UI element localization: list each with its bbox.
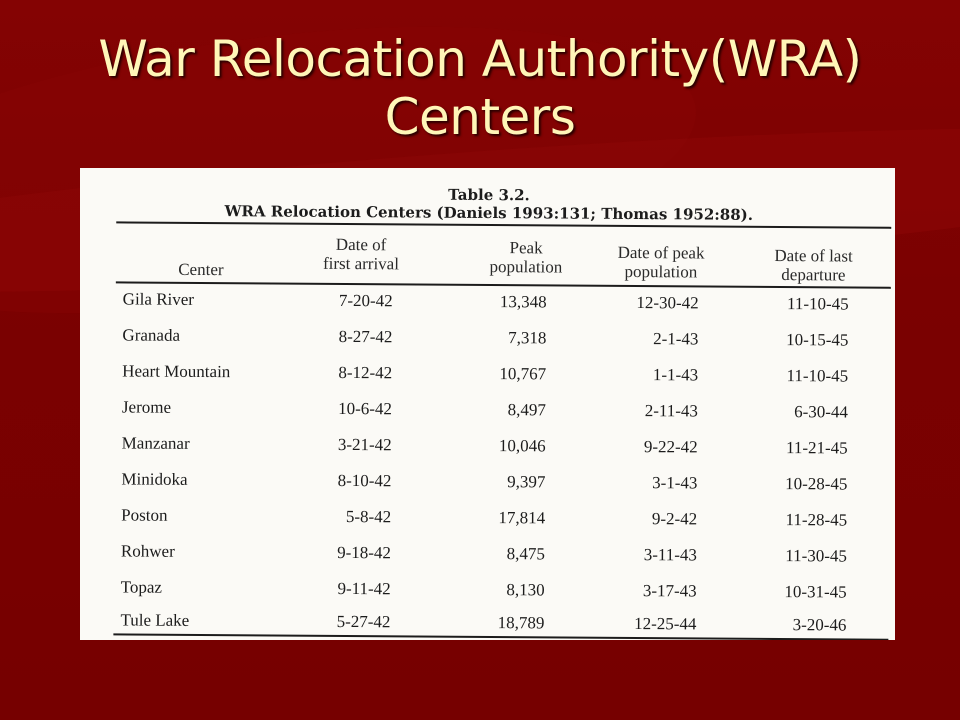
cell-first-arrival: 3-21-42 <box>337 434 392 455</box>
table-row: Heart Mountain 8-12-42 10,767 1-1-43 11-… <box>80 361 895 403</box>
cell-first-arrival: 5-8-42 <box>345 507 392 527</box>
cell-last-departure: 10-28-45 <box>785 474 848 494</box>
table-row: Minidoka 8-10-42 9,397 3-1-43 10-28-45 <box>80 469 895 511</box>
cell-last-departure: 11-21-45 <box>785 438 848 458</box>
cell-peak-date: 12-30-42 <box>636 293 699 313</box>
cell-first-arrival: 9-11-42 <box>337 578 391 599</box>
cell-first-arrival: 8-10-42 <box>337 470 392 491</box>
cell-peak-date: 9-2-42 <box>651 509 698 529</box>
cell-peak-date: 2-1-43 <box>653 329 699 349</box>
cell-peak-population: 7,318 <box>508 328 547 348</box>
cell-first-arrival: 10-6-42 <box>338 398 393 419</box>
cell-peak-population: 10,046 <box>498 436 546 456</box>
cell-center: Heart Mountain <box>122 361 231 382</box>
cell-peak-population: 8,497 <box>507 400 547 420</box>
cell-peak-date: 3-17-43 <box>642 581 697 601</box>
cell-first-arrival: 5-27-42 <box>336 611 391 632</box>
cell-center: Minidoka <box>121 469 188 489</box>
cell-peak-date: 3-11-43 <box>643 545 698 565</box>
cell-peak-population: 18,789 <box>497 613 545 633</box>
cell-center: Jerome <box>121 397 172 417</box>
table-row: Jerome 10-6-42 8,497 2-11-43 6-30-44 <box>80 397 895 439</box>
column-header-center: Center <box>178 259 224 280</box>
cell-center: Tule Lake <box>120 610 190 630</box>
slide-title: War Relocation Authority(WRA) Centers <box>0 30 960 146</box>
column-header-last-departure: Date of last departure <box>774 245 853 285</box>
scanned-table: Table 3.2. WRA Relocation Centers (Danie… <box>80 168 895 640</box>
scanned-table-image: Table 3.2. WRA Relocation Centers (Danie… <box>80 168 895 640</box>
column-header-first-arrival: Date of first arrival <box>322 234 400 274</box>
slide-title-line-2: Centers <box>384 88 576 146</box>
cell-peak-date: 1-1-43 <box>652 365 699 385</box>
cell-center: Poston <box>121 505 168 525</box>
cell-last-departure: 11-10-45 <box>786 294 849 314</box>
cell-center: Granada <box>122 325 181 345</box>
table-row: Granada 8-27-42 7,318 2-1-43 10-15-45 <box>80 325 895 367</box>
cell-center: Gila River <box>122 289 195 309</box>
cell-peak-population: 8,130 <box>506 580 545 600</box>
cell-peak-date: 2-11-43 <box>644 401 699 421</box>
cell-last-departure: 11-30-45 <box>785 546 848 566</box>
cell-peak-date: 12-25-44 <box>634 614 697 634</box>
cell-peak-population: 10,767 <box>499 364 547 384</box>
table-row: Poston 5-8-42 17,814 9-2-42 11-28-45 <box>80 505 894 547</box>
cell-first-arrival: 7-20-42 <box>338 290 393 311</box>
cell-last-departure: 11-10-45 <box>786 366 849 386</box>
cell-center: Rohwer <box>120 541 175 561</box>
table-row: Rohwer 9-18-42 8,475 3-11-43 11-30-45 <box>80 541 894 583</box>
cell-last-departure: 11-28-45 <box>785 510 848 530</box>
cell-peak-population: 17,814 <box>498 508 546 528</box>
cell-last-departure: 10-15-45 <box>786 330 849 350</box>
slide-title-line-1: War Relocation Authority(WRA) <box>98 30 862 88</box>
column-header-peak-population: Peak population <box>489 238 563 277</box>
cell-last-departure: 6-30-44 <box>794 402 849 422</box>
cell-peak-population: 13,348 <box>499 292 547 312</box>
table-row: Manzanar 3-21-42 10,046 9-22-42 11-21-45 <box>80 433 895 475</box>
cell-peak-population: 9,397 <box>507 472 546 492</box>
cell-center: Topaz <box>120 577 163 597</box>
cell-peak-date: 3-1-43 <box>652 473 698 493</box>
cell-center: Manzanar <box>121 433 190 453</box>
cell-peak-population: 8,475 <box>506 544 546 564</box>
cell-last-departure: 10-31-45 <box>784 582 847 602</box>
cell-last-departure: 3-20-46 <box>792 615 847 635</box>
cell-peak-date: 9-22-42 <box>643 437 698 457</box>
cell-first-arrival: 8-12-42 <box>338 362 393 383</box>
table-row: Gila River 7-20-42 13,348 12-30-42 11-10… <box>81 289 895 331</box>
cell-first-arrival: 8-27-42 <box>338 326 393 347</box>
cell-first-arrival: 9-18-42 <box>337 542 392 563</box>
column-header-peak-date: Date of peak population <box>617 242 705 282</box>
